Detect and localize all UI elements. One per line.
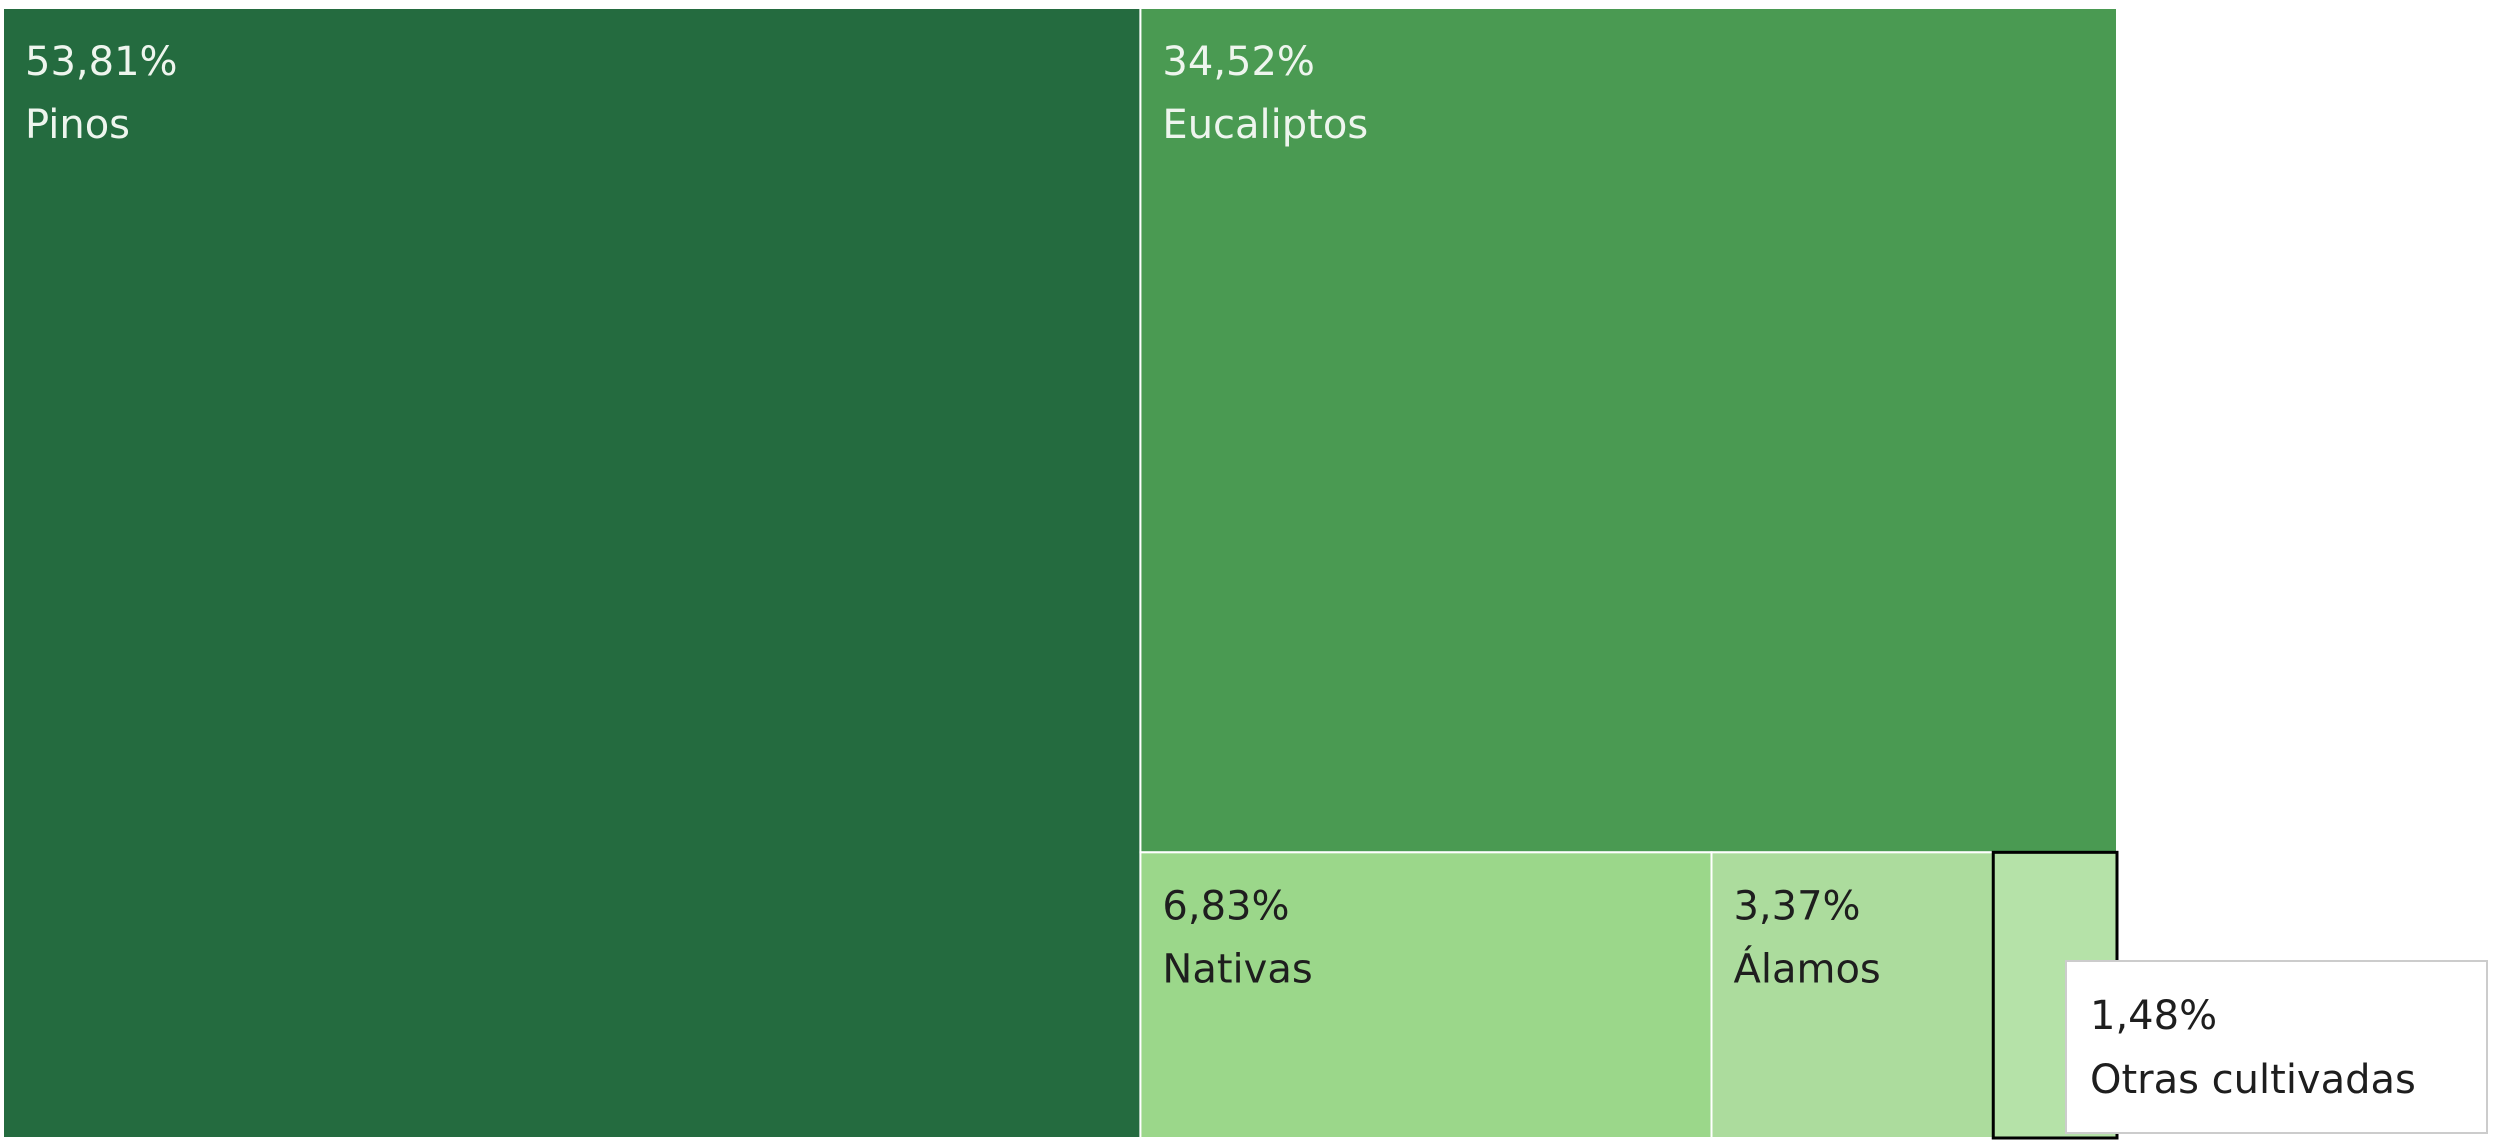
treemap-tile[interactable] <box>1139 7 2118 854</box>
tile-category-label: Nativas <box>1162 946 1312 992</box>
tile-value-label: 3,37% <box>1733 883 1860 929</box>
treemap-tile[interactable] <box>1710 851 1995 1140</box>
tile-value-label: 53,81% <box>25 39 178 85</box>
tooltip-box <box>2065 960 2488 1134</box>
tile-category-label: Álamos <box>1733 944 1880 992</box>
tooltip-category: Otras cultivadas <box>2090 1057 2416 1103</box>
treemap-tile[interactable] <box>1139 851 1713 1140</box>
tooltip-value: 1,48% <box>2090 993 2217 1039</box>
treemap-tile[interactable] <box>2 7 1142 1139</box>
tile-category-label: Eucaliptos <box>1162 102 1368 148</box>
tile-category-label: Pinos <box>25 102 130 148</box>
tile-value-label: 34,52% <box>1162 39 1315 85</box>
tile-value-label: 6,83% <box>1162 883 1289 929</box>
